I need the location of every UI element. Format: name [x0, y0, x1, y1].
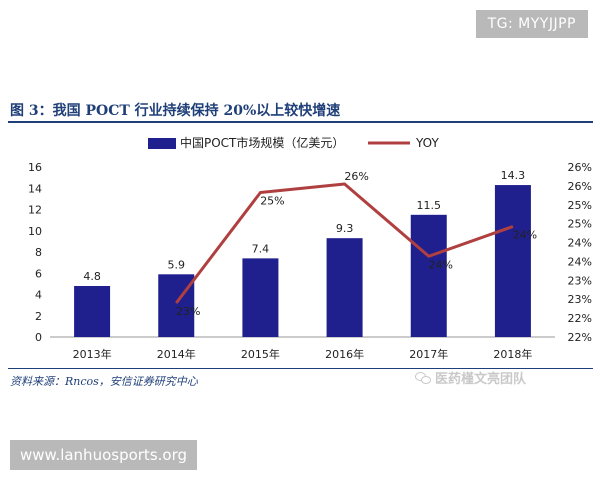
x-tick-label: 2013年 [73, 347, 112, 361]
y-right-tick-label: 25% [568, 218, 592, 231]
y-left-tick-label: 2 [35, 310, 42, 323]
bar-value-label: 9.3 [336, 222, 354, 235]
yoy-value-label: 25% [260, 195, 284, 208]
y-right-tick-label: 26% [568, 180, 592, 193]
y-right-tick-label: 26% [568, 161, 592, 174]
source-divider [8, 368, 593, 369]
y-left-tick-label: 0 [35, 331, 42, 344]
site-watermark: www.lanhuosports.org [10, 440, 197, 470]
y-right-tick-label: 22% [568, 331, 592, 344]
legend-swatch-bar [148, 138, 176, 149]
yoy-value-label: 24% [429, 258, 453, 271]
bar [326, 238, 363, 337]
figure-title: 图 3：我国 POCT 行业持续保持 20%以上较快增速 [10, 103, 341, 119]
wechat-icon [414, 371, 431, 385]
y-right-tick-label: 22% [568, 312, 592, 325]
y-axis-right: 22% 22% 23% 23% 24% 24% 25% 25% 26% 26% [568, 161, 592, 344]
bar-value-labels: 4.8 5.9 7.4 9.3 11.5 14.3 [83, 169, 525, 283]
y-left-tick-label: 4 [35, 289, 42, 302]
bar-value-label: 11.5 [417, 199, 442, 212]
yoy-value-label: 24% [513, 229, 537, 242]
x-tick-label: 2015年 [241, 347, 280, 361]
y-left-tick-label: 6 [35, 267, 42, 280]
bar-value-label: 7.4 [252, 242, 270, 255]
wechat-watermark-text: 医药槿文亮团队 [434, 372, 526, 387]
yoy-value-label: 26% [344, 170, 368, 183]
y-right-tick-label: 23% [568, 293, 592, 306]
x-tick-label: 2016年 [325, 347, 364, 361]
watermark-tag: TG: MYYJJPP [475, 10, 588, 38]
x-tick-label: 2017年 [409, 347, 448, 361]
bar-series [74, 185, 531, 337]
bar [242, 258, 279, 337]
y-axis-left: 0 2 4 6 8 10 12 14 16 [28, 161, 42, 344]
y-left-tick-label: 14 [28, 182, 42, 195]
chart-legend: 中国POCT市场规模（亿美元） YOY [148, 135, 439, 150]
y-left-tick-label: 12 [28, 204, 42, 217]
yoy-value-labels: 23% 25% 26% 24% 24% [176, 170, 537, 318]
y-left-tick-label: 8 [35, 246, 42, 259]
title-divider [8, 121, 593, 123]
bar [158, 274, 195, 337]
x-tick-label: 2018年 [493, 347, 532, 361]
y-right-tick-label: 24% [568, 237, 592, 250]
y-right-tick-label: 23% [568, 274, 592, 287]
y-right-tick-label: 25% [568, 199, 592, 212]
legend-label-bar: 中国POCT市场规模（亿美元） [180, 135, 344, 150]
x-tick-label: 2014年 [157, 347, 196, 361]
bar-value-label: 5.9 [168, 258, 186, 271]
bar [494, 185, 531, 337]
source-note: 资料来源：Rncos，安信证券研究中心 [10, 375, 198, 388]
y-left-tick-label: 16 [28, 161, 42, 174]
wechat-watermark: 医药槿文亮团队 [414, 368, 526, 387]
yoy-line [175, 182, 514, 304]
bar [74, 286, 111, 337]
yoy-value-label: 23% [176, 305, 200, 318]
legend-label-line: YOY [415, 136, 439, 150]
y-right-tick-label: 24% [568, 255, 592, 268]
bar [410, 214, 447, 337]
bar-value-label: 14.3 [501, 169, 526, 182]
y-left-tick-label: 10 [28, 225, 42, 238]
x-axis: 2013年 2014年 2015年 2016年 2017年 2018年 [73, 347, 533, 361]
bar-value-label: 4.8 [83, 270, 101, 283]
